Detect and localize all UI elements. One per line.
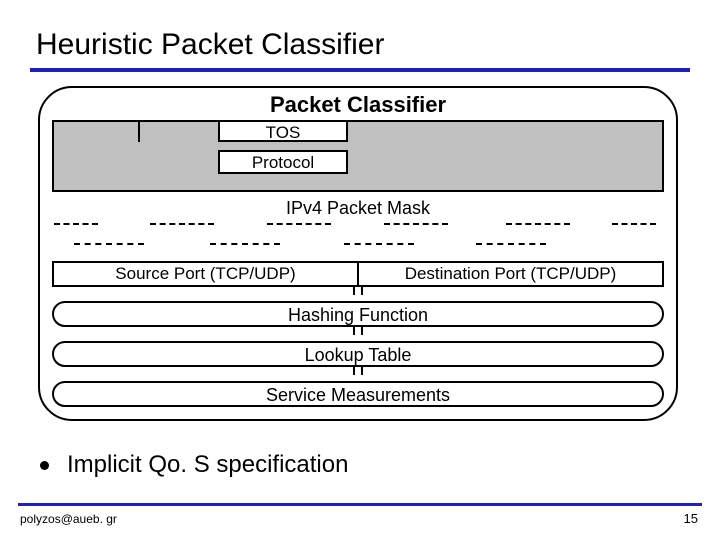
source-port-cell: Source Port (TCP/UDP) — [54, 263, 357, 285]
dash-segment — [612, 223, 656, 225]
slide: Heuristic Packet Classifier Packet Class… — [0, 0, 720, 540]
connector-lines — [349, 327, 367, 335]
dash-segment — [150, 223, 214, 225]
connector-lines — [349, 287, 367, 295]
dash-segment — [384, 223, 448, 225]
lookup-stage: Lookup Table — [52, 341, 664, 367]
tos-field: TOS — [218, 120, 348, 142]
dash-segment — [344, 243, 414, 245]
bullet-item: Implicit Qo. S specification — [36, 451, 684, 479]
title-underline — [30, 68, 690, 72]
measurements-stage: Service Measurements — [52, 381, 664, 407]
connector-lines — [349, 367, 367, 375]
dest-port-cell: Destination Port (TCP/UDP) — [359, 263, 662, 285]
dash-segment — [210, 243, 280, 245]
bullet-text: Implicit Qo. S specification — [67, 451, 348, 479]
dash-segment — [506, 223, 570, 225]
dash-segment — [476, 243, 546, 245]
ports-row: Source Port (TCP/UDP) Destination Port (… — [52, 261, 664, 287]
packet-mask-label: IPv4 Packet Mask — [52, 198, 664, 219]
dash-segment — [54, 223, 98, 225]
diagram-outer-box: Packet Classifier TOS Protocol IPv4 Pack… — [38, 86, 678, 421]
footer-rule — [18, 503, 702, 506]
mask-dashes — [52, 221, 664, 257]
diagram-title: Packet Classifier — [52, 92, 664, 118]
page-number: 15 — [684, 511, 698, 526]
dash-segment — [74, 243, 144, 245]
ip-header-row: TOS Protocol — [52, 120, 664, 192]
hashing-stage: Hashing Function — [52, 301, 664, 327]
bullet-icon — [40, 461, 49, 470]
slide-title: Heuristic Packet Classifier — [36, 28, 684, 62]
footer-email: polyzos@aueb. gr — [20, 512, 117, 526]
protocol-field: Protocol — [218, 150, 348, 174]
diagram: Packet Classifier TOS Protocol IPv4 Pack… — [38, 86, 678, 421]
dash-segment — [267, 223, 331, 225]
header-field-divider — [138, 122, 140, 142]
